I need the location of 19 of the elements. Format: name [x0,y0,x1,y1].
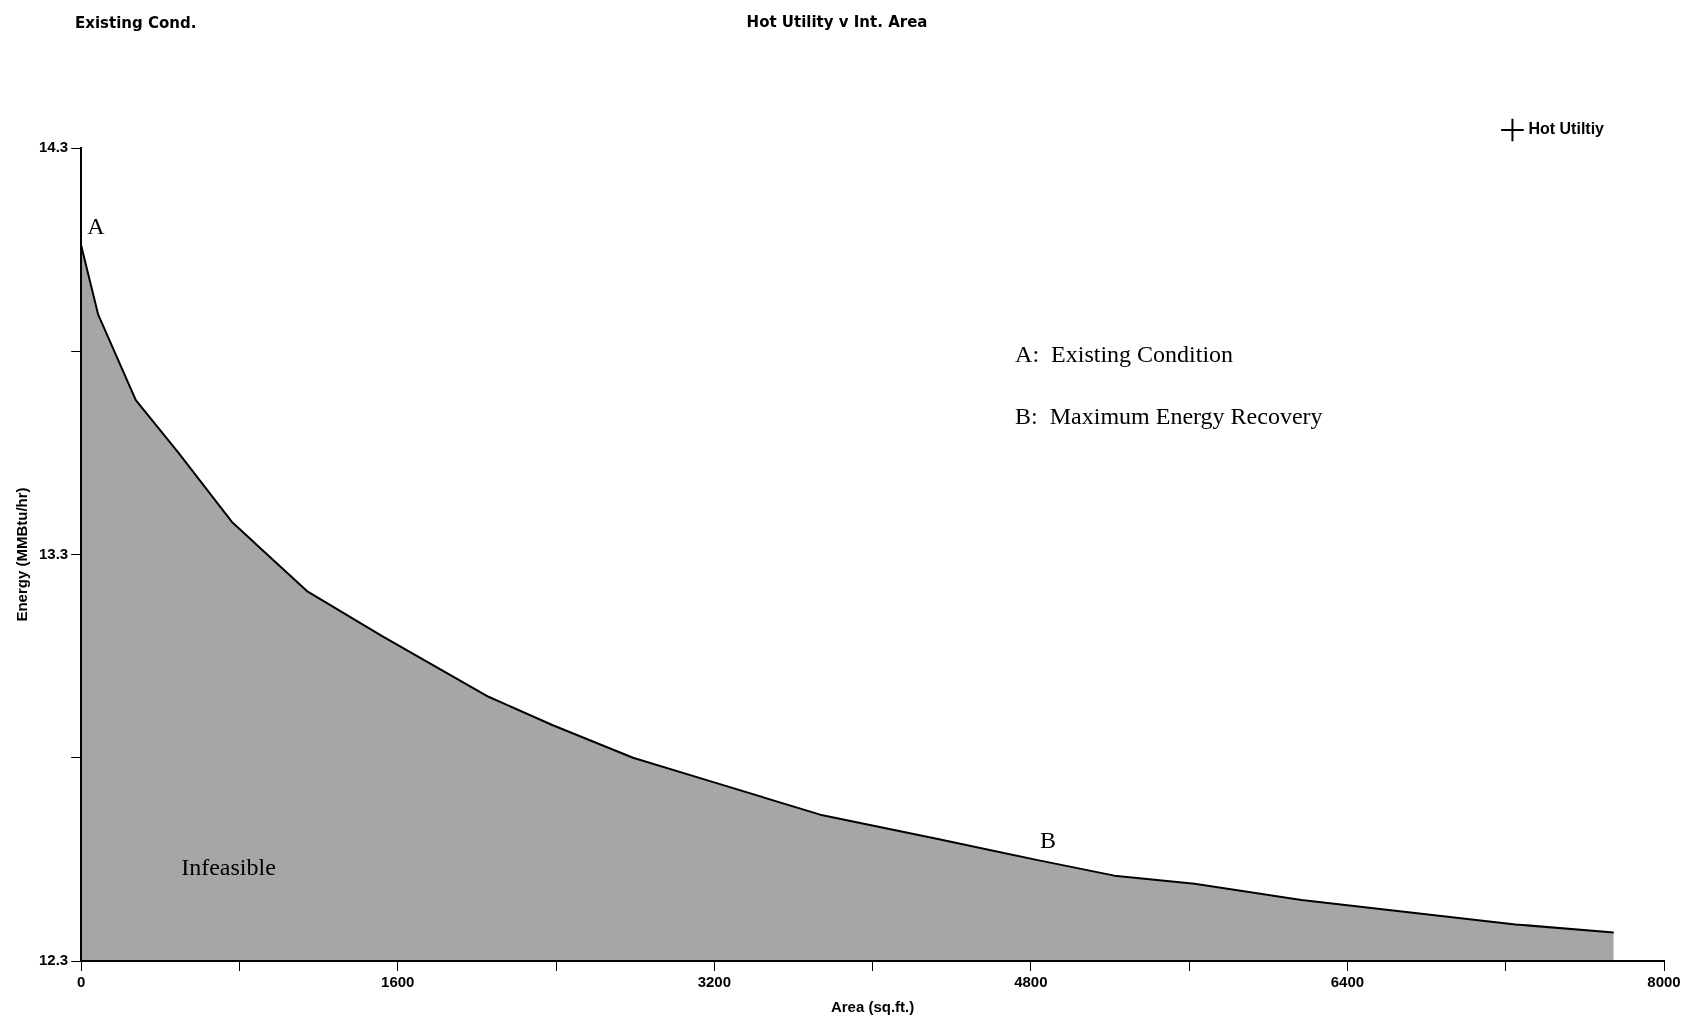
annotation: B [1040,826,1057,853]
x-tick-label: 1600 [381,973,415,991]
x-tick-label: 6400 [1330,973,1365,991]
y-tick-label: 13.3 [38,544,69,562]
x-tick-label: 4800 [1014,973,1048,991]
annotation: Infeasible [181,854,276,881]
annotation: A [87,212,106,239]
chart-subtitle: Existing Cond. [75,14,197,32]
y-tick-label: 14.3 [38,138,69,156]
annotation: B: Maximum Energy Recovery [1015,403,1323,430]
x-axis-title: Area (sq.ft.) [830,998,915,1016]
annotation: A: Existing Condition [1015,341,1234,368]
x-tick-label: 8000 [1647,973,1681,991]
x-tick-label: 0 [77,973,86,991]
legend-label: Hot Utiltiy [1528,120,1605,138]
x-tick-label: 3200 [697,973,731,991]
y-axis-title: Energy (MMBtu/hr) [13,487,31,622]
y-tick-label: 12.3 [38,951,69,969]
chart-title: Hot Utility v Int. Area [746,12,928,31]
